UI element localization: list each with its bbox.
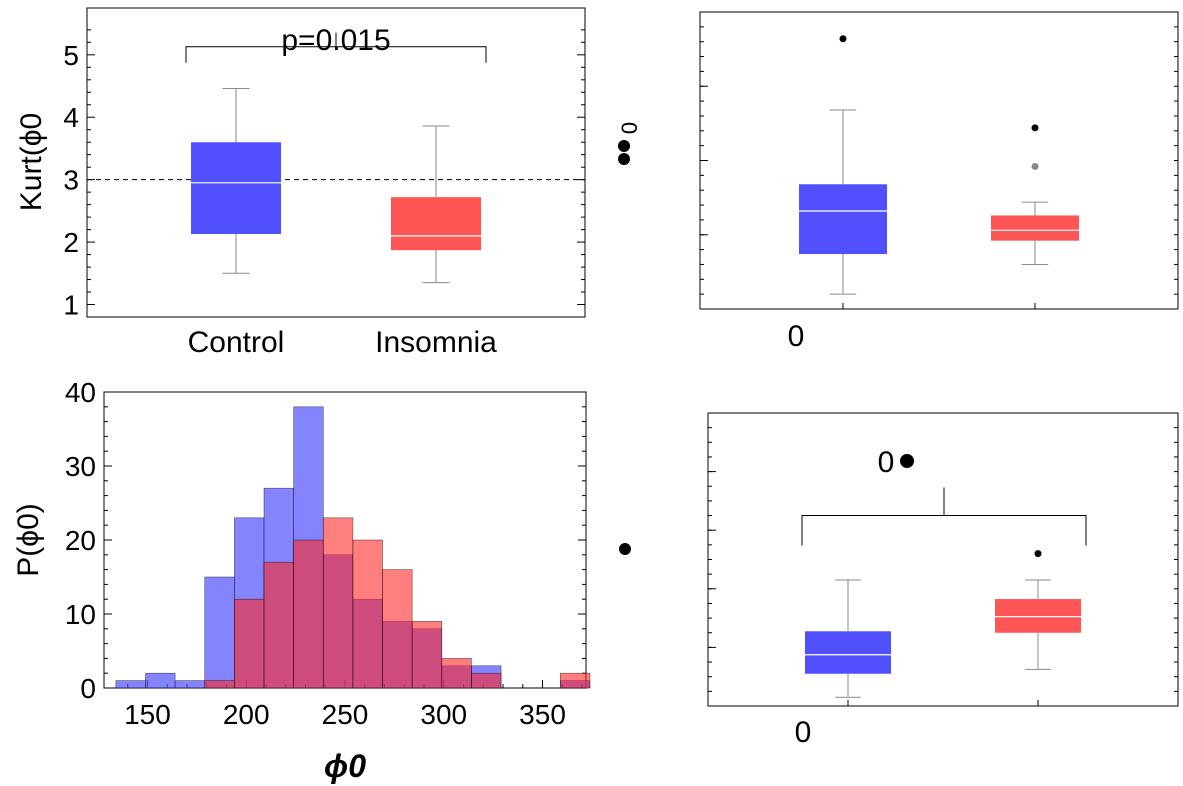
y-axis-label: Kurt(ϕ0	[15, 113, 48, 212]
annotation-label: 0	[878, 446, 895, 479]
histogram-bar-insomnia	[441, 658, 472, 689]
histogram-bar-insomnia	[352, 539, 383, 689]
histogram-bar-insomnia	[263, 561, 294, 689]
category-label-control: Control	[188, 326, 285, 359]
y-tick-label: 30	[65, 451, 96, 482]
histogram-bar-control	[115, 680, 146, 689]
box-series	[191, 88, 481, 284]
outlier-point-insomnia	[1031, 162, 1039, 170]
y-tick-label: 10	[65, 599, 96, 630]
outlier-point-insomnia	[1034, 550, 1042, 558]
legend-dot	[619, 543, 631, 555]
box-series	[799, 35, 1079, 295]
legend-mark-label: 0	[617, 122, 642, 134]
y-tick-label: 0	[80, 673, 96, 704]
y-tick-label: 5	[63, 40, 79, 71]
boxplot-panel-b: 0	[699, 11, 1179, 353]
legend-dot	[618, 140, 630, 152]
histogram-bar-insomnia	[322, 517, 354, 689]
histogram-bar-insomnia	[293, 539, 324, 689]
significance-bracket	[185, 32, 487, 63]
y-axis-ticks: 1 2 3 4 5	[63, 29, 585, 321]
histogram-bar-insomnia	[411, 621, 443, 689]
histogram-bar-control	[145, 672, 176, 689]
plot-frame	[707, 412, 1179, 707]
box-control	[191, 142, 281, 234]
y-tick-label: 4	[63, 102, 79, 133]
significance-bracket	[801, 487, 1087, 546]
histogram-bar-insomnia	[471, 672, 502, 689]
histogram-bar-insomnia	[382, 569, 413, 689]
p-value-annotation: p=0.015	[281, 24, 390, 57]
y-axis-ticks	[700, 26, 1178, 309]
category-label-insomnia: Insomnia	[375, 326, 497, 359]
x-tick-label: 0	[788, 320, 805, 353]
y-axis-ticks	[708, 427, 1178, 706]
y-tick-label: 2	[63, 227, 79, 258]
histogram-bar-control	[204, 576, 235, 689]
x-tick-label: 350	[519, 699, 566, 730]
panel-d-legend-marks	[619, 543, 631, 555]
plot-frame	[86, 7, 586, 318]
y-tick-label: 20	[65, 525, 96, 556]
x-tick-label: 150	[124, 699, 171, 730]
histogram-panel: 150 200 250 300 350 0 10 20 30 40 ϕ0 P(ϕ0)	[12, 377, 591, 784]
x-tick-label: 0	[795, 716, 812, 749]
y-axis-label: P(ϕ0)	[12, 503, 45, 576]
kurtosis-boxplot-panel: 1 2 3 4 5 p=0.015 Control Insomnia Kurt(ϕ0	[15, 7, 586, 359]
legend-dot	[618, 153, 630, 165]
box-insomnia	[991, 215, 1079, 241]
outlier-point-control	[839, 35, 847, 43]
y-tick-label: 3	[63, 165, 79, 196]
histogram-series-insomnia	[204, 517, 591, 689]
annotation-dot	[900, 454, 914, 468]
boxplot-panel-d: 0 0	[707, 412, 1179, 749]
panel-b-legend-marks: 0	[617, 122, 642, 165]
x-tick-label: 200	[223, 699, 270, 730]
y-tick-label: 1	[63, 290, 79, 321]
box-insomnia	[391, 197, 481, 251]
histogram-bar-control	[174, 680, 206, 689]
y-tick-label: 40	[65, 377, 96, 408]
x-tick-label: 250	[322, 699, 369, 730]
histogram-bar-insomnia	[204, 680, 235, 689]
box-control	[799, 184, 887, 255]
box-control	[805, 631, 891, 674]
bracket-line	[801, 515, 1087, 546]
x-axis-label: ϕ0	[324, 748, 366, 784]
histogram-bar-insomnia	[234, 598, 265, 689]
outlier-point-insomnia	[1031, 124, 1039, 132]
box-series	[805, 550, 1081, 698]
box-insomnia	[995, 599, 1081, 633]
histogram-bar-insomnia	[560, 672, 591, 689]
x-tick-label: 300	[420, 699, 467, 730]
plot-frame	[699, 11, 1179, 310]
